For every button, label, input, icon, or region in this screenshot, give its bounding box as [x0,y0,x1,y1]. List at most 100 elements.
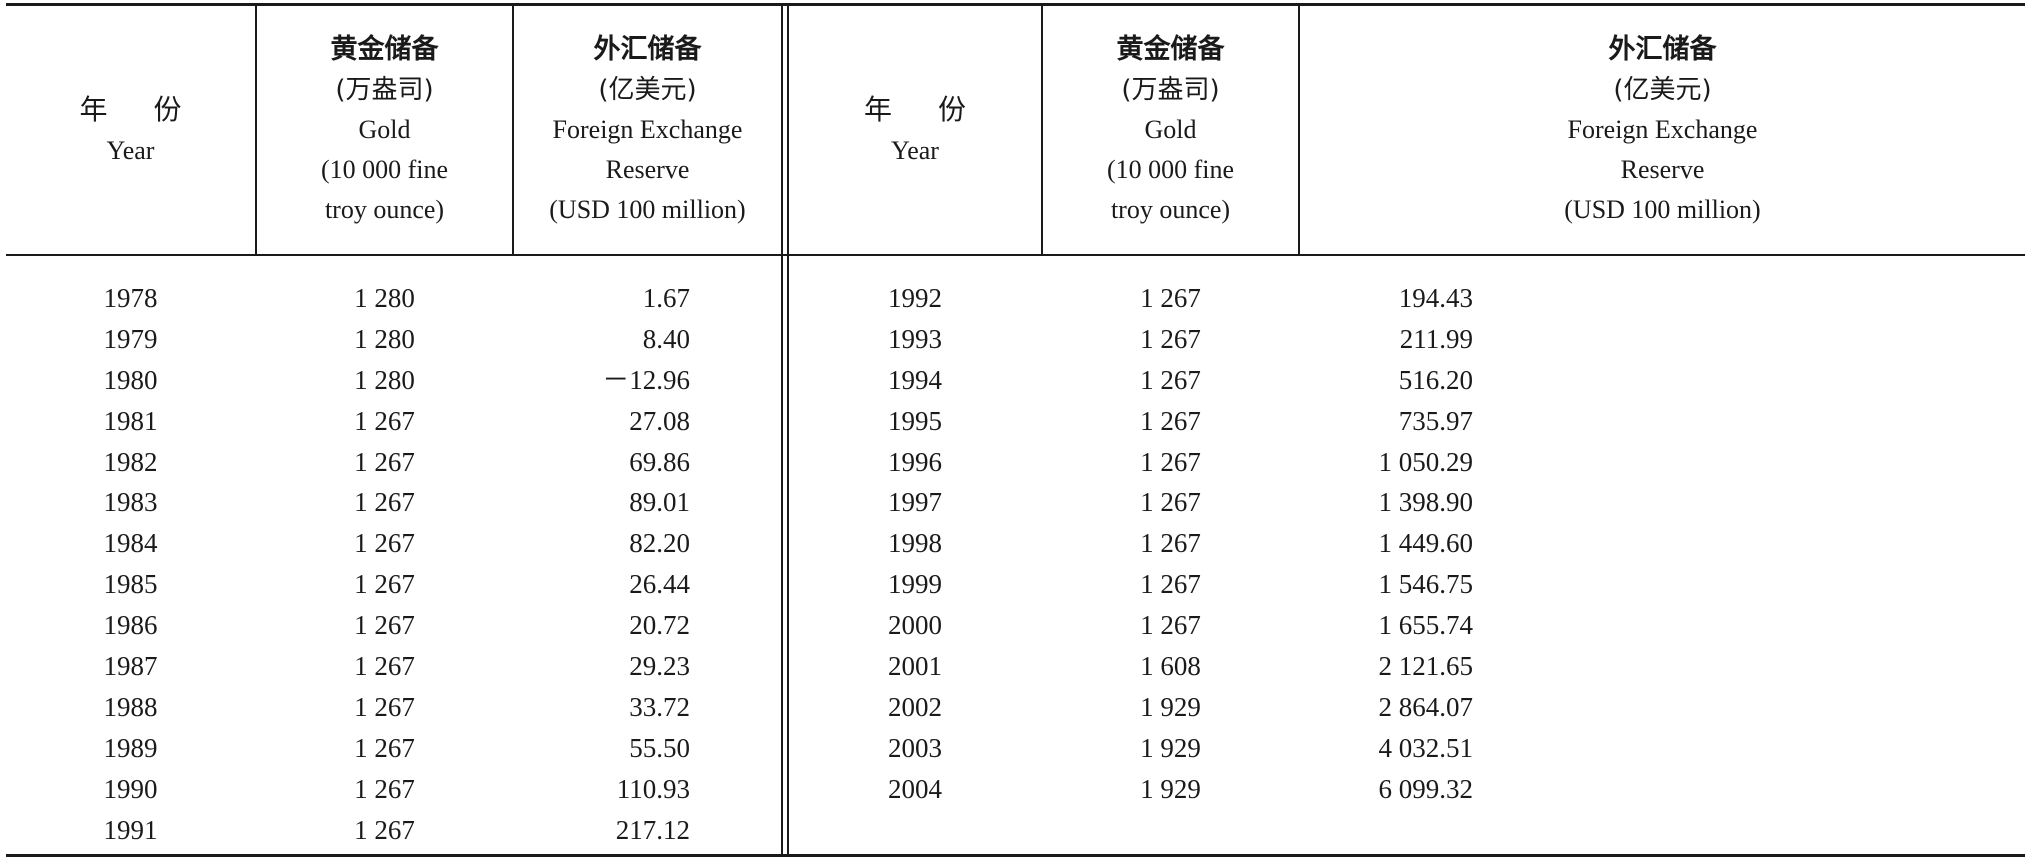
fx-cn-unit: (亿美元) [1613,75,1712,105]
fx-cell: 194.43 [1398,283,1473,313]
gold-cell: 1 929 [1140,691,1201,722]
year-en-label: Year [106,136,155,165]
year-cell: 1979 [103,323,158,354]
year-cell: 1998 [888,528,942,559]
year-column: 1978 1979 1980 1981 1982 1983 1984 1985 1986 1987… [6,278,255,850]
fx-cell: 89.01 [629,487,690,518]
header-gold: 黄金储备 (万盎司) Gold (10 000 fine troy ounce) [1043,6,1298,254]
year-cell: 1984 [103,528,158,559]
header-year: 年 份 Year [789,6,1041,254]
year-cell: 1987 [103,651,158,682]
year-cell: 2002 [888,691,942,722]
half-divider [787,6,789,854]
year-cell: 1995 [888,405,942,436]
year-cell: 2001 [888,651,942,682]
year-cell: 1997 [888,487,942,518]
column-divider [1298,6,1300,254]
year-cell: 1989 [103,732,158,763]
gold-cell: 1 267 [1140,610,1201,641]
year-cell: 1983 [103,487,158,518]
fx-cell: 2 864.07 [1378,691,1474,722]
year-cell: 1994 [888,364,942,395]
gold-cell: 1 608 [1140,651,1201,682]
fx-cell: 27.08 [629,405,690,436]
gold-en-unit-2: troy ounce) [324,195,445,224]
year-cell: 1985 [103,569,158,600]
gold-cell: 1 267 [354,610,415,641]
fx-en-label-1: Foreign Exchange [552,115,743,144]
year-cell: 1993 [888,323,942,354]
year-cell: 1999 [888,569,942,600]
fx-cell: 1 398.90 [1378,487,1474,518]
gold-en-unit-2: troy ounce) [1110,195,1231,224]
year-cell: 2004 [888,773,942,804]
year-cn-char: 年 [863,93,892,126]
fx-cell: 2 121.65 [1378,651,1474,682]
gold-cell: 1 929 [1140,773,1201,804]
fx-cell: 211.99 [1399,323,1473,354]
gold-cell: 1 267 [354,814,415,845]
year-cell: 1988 [103,691,158,722]
column-divider [255,6,257,254]
year-cell: 1990 [103,773,158,804]
fx-en-label-2: Reserve [605,155,690,184]
gold-en-unit-1: (10 000 fine [320,155,449,184]
gold-cell: 1 267 [354,651,415,682]
year-cell: 1980 [103,364,158,395]
header-rule [6,254,2025,256]
gold-cn-unit: (万盎司) [1121,75,1220,105]
year-en-label: Year [891,136,939,165]
year-cell: 1991 [103,814,158,845]
fx-en-unit: (USD 100 million) [1564,195,1761,224]
year-cell: 1992 [888,283,942,313]
half-divider [781,6,783,854]
fx-cn-unit: (亿美元) [598,75,697,105]
gold-cell: 1 267 [1140,323,1201,354]
bottom-rule [6,854,2025,857]
gold-cell: 1 267 [354,446,415,477]
gold-en-label: Gold [1144,115,1197,144]
gold-cn-label: 黄金储备 [1116,34,1225,65]
fx-cell: 735.97 [1398,405,1473,436]
year-cell: 2003 [888,732,942,763]
fx-cn-label: 外汇储备 [593,34,702,65]
header-gold: 黄金储备 (万盎司) Gold (10 000 fine troy ounce) [257,6,512,254]
fx-cell: 1 546.75 [1378,569,1474,600]
fx-en-unit: (USD 100 million) [549,195,746,224]
gold-cell: 1 267 [354,528,415,559]
fx-cell: 26.44 [629,569,690,600]
header-year: 年 份 Year [6,6,255,254]
header-fx: 外汇储备 (亿美元) Foreign Exchange Reserve (USD… [1300,6,2025,254]
fx-cell: 217.12 [615,814,690,845]
fx-cell: 33.72 [629,691,690,722]
header-fx: 外汇储备 (亿美元) Foreign Exchange Reserve (USD… [514,6,781,254]
year-cell: 1986 [103,610,158,641]
fx-column: 1.67 8.40 －12.96 27.08 69.86 89.01 82.20 26.44 2… [514,278,690,850]
fx-en-label-2: Reserve [1620,155,1705,184]
year-cell: 1978 [103,283,158,313]
gold-cn-unit: (万盎司) [335,75,434,105]
gold-cell: 1 267 [1140,283,1201,313]
gold-cell: 1 267 [354,732,415,763]
top-rule [6,3,2025,6]
fx-cell: 20.72 [629,610,690,641]
year-cell: 1996 [888,446,942,477]
gold-cell: 1 280 [354,283,415,313]
fx-cell: 6 099.32 [1378,773,1474,804]
year-cn-char: 年 [79,93,108,126]
fx-cn-label: 外汇储备 [1608,34,1717,65]
fx-cell: 69.86 [629,446,690,477]
year-cell: 1982 [103,446,158,477]
gold-en-unit-1: (10 000 fine [1106,155,1235,184]
fx-cell: 1 655.74 [1378,610,1474,641]
fx-cell: 55.50 [629,732,690,763]
fx-cell: 1 449.60 [1378,528,1474,559]
gold-cell: 1 280 [354,323,415,354]
gold-cell: 1 267 [1140,364,1201,395]
gold-cell: 1 267 [1140,487,1201,518]
fx-cell: 82.20 [629,528,690,559]
gold-column: 1 280 1 280 1 280 1 267 1 267 1 267 1 267 1 267… [257,278,512,850]
gold-cell: 1 267 [1140,528,1201,559]
fx-cell: 4 032.51 [1378,732,1474,763]
